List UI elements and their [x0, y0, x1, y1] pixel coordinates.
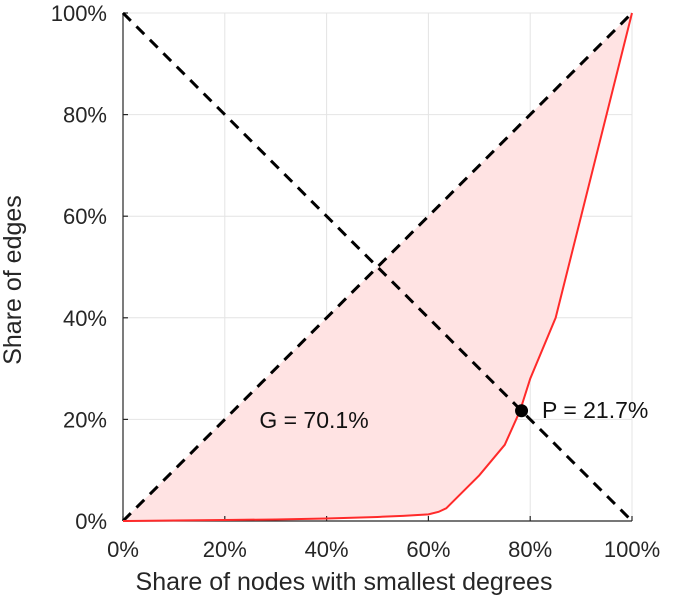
y-tick-label-1: 20% [63, 407, 107, 432]
y-tick-label-0: 0% [75, 509, 107, 534]
p-annotation: P = 21.7% [542, 397, 648, 423]
x-tick-label-2: 40% [305, 537, 349, 562]
x-tick-label-4: 80% [508, 537, 552, 562]
x-tick-label-3: 60% [406, 537, 450, 562]
y-tick-label-5: 100% [51, 1, 107, 26]
y-tick-label-3: 60% [63, 204, 107, 229]
gini-annotation: G = 70.1% [259, 407, 368, 433]
lorenz-curve [122, 12, 633, 522]
y-tick-label-4: 80% [63, 103, 107, 128]
x-tick-label-0: 0% [107, 537, 139, 562]
anti-diagonal-line [121, 11, 634, 523]
y-tick-label-2: 40% [63, 306, 107, 331]
x-axis-label: Share of nodes with smallest degrees [136, 568, 553, 596]
p-point-marker [515, 404, 529, 418]
tick-labels: 0% 20% 40% 60% 80% 100% 0% 20% 40% 60% 80% 100% [51, 1, 660, 562]
x-tick-label-5: 100% [604, 537, 660, 562]
x-tick-label-1: 20% [203, 537, 247, 562]
y-axis-label: Share of edges [0, 195, 27, 365]
equality-line [121, 11, 634, 523]
